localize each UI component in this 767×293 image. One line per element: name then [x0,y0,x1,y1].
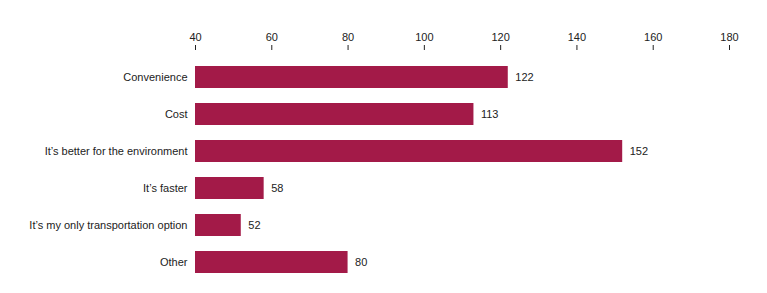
svg-text:160: 160 [644,31,662,43]
svg-text:60: 60 [266,31,278,43]
svg-text:Convenience: Convenience [123,71,187,83]
svg-text:180: 180 [720,31,738,43]
svg-text:It’s my only transportation op: It’s my only transportation option [29,219,187,231]
svg-text:80: 80 [342,31,354,43]
svg-text:80: 80 [355,256,367,268]
svg-text:120: 120 [491,31,509,43]
svg-text:52: 52 [248,219,260,231]
svg-text:140: 140 [568,31,586,43]
svg-text:100: 100 [415,31,433,43]
svg-text:Cost: Cost [165,108,188,120]
svg-text:58: 58 [271,182,283,194]
svg-text:Other: Other [160,256,188,268]
svg-text:It’s faster: It’s faster [143,182,188,194]
svg-text:40: 40 [189,31,201,43]
svg-text:152: 152 [630,145,648,157]
svg-text:122: 122 [515,71,533,83]
svg-text:It’s better for the environmen: It’s better for the environment [45,145,188,157]
svg-text:113: 113 [481,108,499,120]
